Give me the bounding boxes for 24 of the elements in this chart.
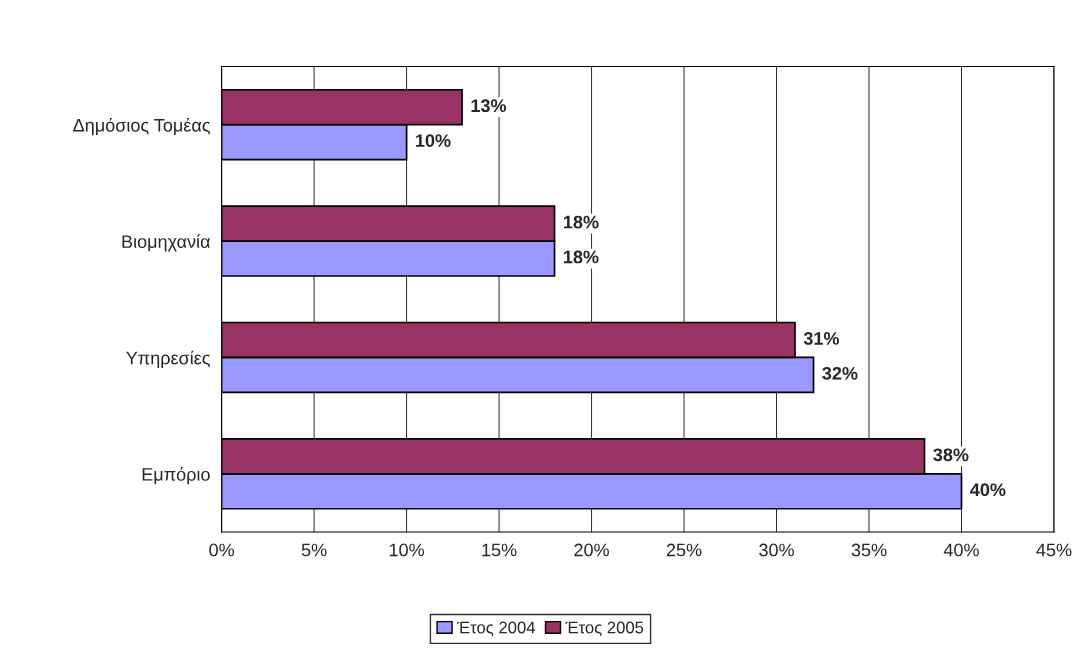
x-tick-label: 5% <box>301 543 327 557</box>
x-tick-label: 40% <box>943 543 979 557</box>
legend-label: Έτος 2005 <box>565 621 644 637</box>
data-label: 18% <box>564 250 599 264</box>
data-label: 10% <box>416 134 451 147</box>
x-tick-label: 30% <box>759 543 794 557</box>
y-tick-label: Εμπόριο <box>142 467 210 485</box>
x-tick-label: 0% <box>209 543 235 557</box>
y-tick-label: Βιομηχανία <box>122 234 210 252</box>
data-label: 31% <box>803 332 840 345</box>
data-label: 40% <box>970 483 1006 497</box>
data-label: 32% <box>822 366 858 380</box>
x-tick-label: 35% <box>851 543 887 557</box>
x-tick-label: 45% <box>1036 543 1072 557</box>
x-tick-label: 25% <box>666 543 702 557</box>
x-tick-label: 20% <box>574 543 609 557</box>
data-label: 13% <box>471 99 507 113</box>
y-tick-label: Υπηρεσίες <box>126 350 210 368</box>
legend-label: Έτος 2004 <box>456 621 536 637</box>
data-label: 38% <box>933 448 969 462</box>
x-tick-label: 10% <box>389 543 424 557</box>
y-tick-label: Δημόσιος Τομέας <box>73 117 210 136</box>
x-tick-label: 15% <box>482 543 517 557</box>
data-label: 18% <box>564 215 599 229</box>
